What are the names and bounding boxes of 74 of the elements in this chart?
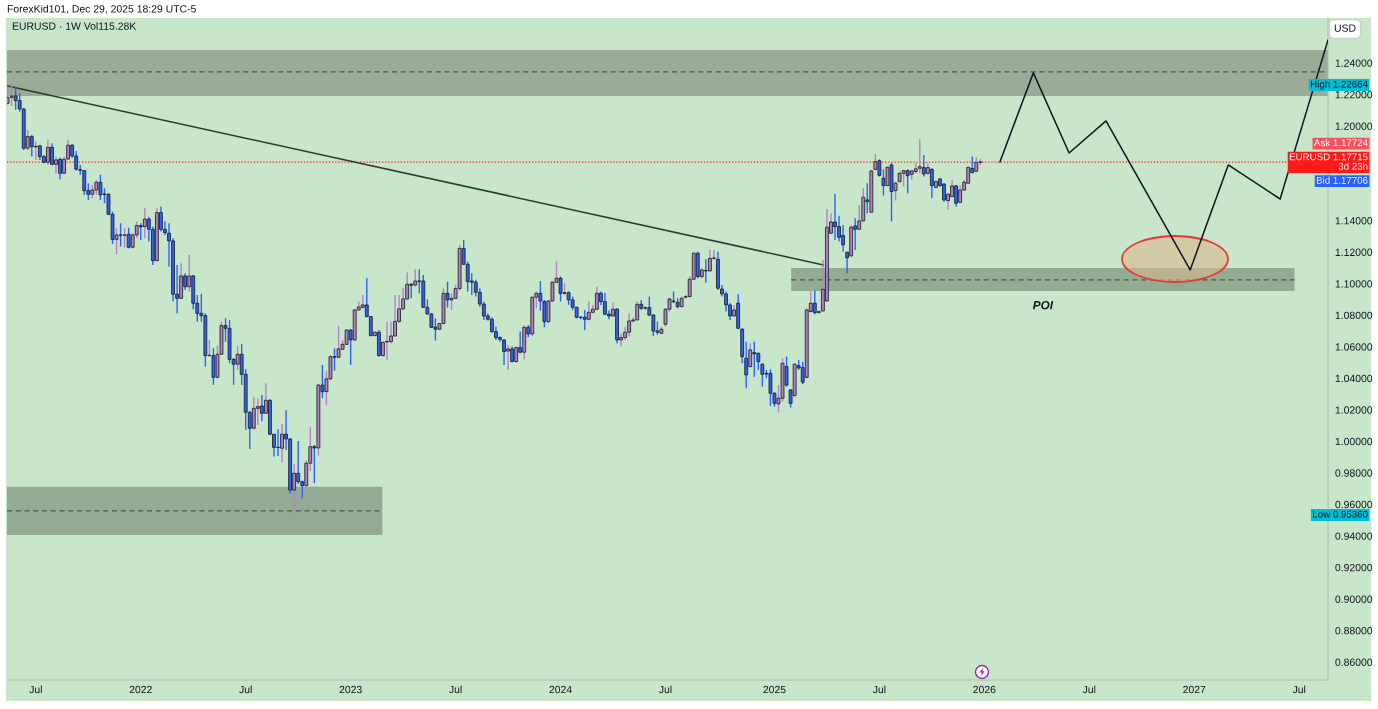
candlestick	[9, 83, 14, 107]
x-tick-label: 2026	[973, 685, 996, 694]
candlestick	[211, 347, 216, 386]
chart-subtitle: EURUSD · 1W Vol115.28K	[12, 22, 137, 30]
y-tick-label: 1.06000	[1335, 343, 1373, 351]
candlestick	[768, 368, 773, 407]
candlestick	[433, 317, 438, 342]
y-tick-label: 0.96000	[1335, 500, 1373, 509]
y-tick-label: 0.88000	[1335, 627, 1373, 635]
y-tick-label: 1.22000	[1335, 90, 1373, 99]
x-tick-label: 2024	[549, 685, 572, 694]
chart-title: ForexKid101, Dec 29, 2025 18:29 UTC-5	[7, 4, 196, 14]
candlestick	[259, 394, 264, 423]
candlestick	[558, 275, 563, 303]
candlestick	[251, 395, 256, 431]
candlestick	[377, 329, 381, 358]
x-tick-label: Jul	[658, 685, 672, 694]
candlestick	[833, 193, 837, 241]
y-tick-label: 1.10000	[1335, 280, 1373, 288]
y-tick-label: 1.12000	[1335, 248, 1373, 256]
candlestick	[29, 134, 34, 158]
candlestick	[7, 85, 10, 106]
candlestick	[50, 142, 54, 166]
candlestick	[930, 167, 934, 199]
annotation: Low 0.95360	[1313, 510, 1368, 518]
x-tick-label: 2025	[763, 685, 786, 694]
x-tick-label: Jul	[239, 685, 252, 694]
candlestick	[502, 338, 506, 366]
candlestick	[98, 174, 103, 201]
series-label: POI	[1032, 300, 1054, 310]
y-tick-label: 1.14000	[1335, 217, 1373, 225]
candlestick	[942, 182, 946, 203]
y-tick-label: 0.86000	[1335, 658, 1373, 666]
candlestick	[33, 140, 38, 161]
candlestick	[276, 428, 280, 457]
candlestick	[708, 249, 712, 273]
candlestick	[905, 168, 910, 195]
candlestick	[46, 139, 50, 166]
y-tick-label: 0.94000	[1335, 532, 1373, 540]
candlestick	[255, 397, 260, 426]
x-tick-label: 2027	[1183, 685, 1206, 694]
y-tick-label: 1.20000	[1335, 122, 1373, 130]
x-tick-label: Jul	[872, 685, 886, 694]
x-tick-label: Jul	[1292, 685, 1306, 694]
annotation: Bid 1.17706	[1316, 176, 1368, 184]
candlestick	[280, 423, 284, 464]
candlestick	[122, 227, 127, 249]
candlestick	[385, 320, 389, 361]
x-tick-label: Jul	[29, 685, 42, 694]
y-tick-label: 0.98000	[1335, 469, 1373, 477]
y-axis-title: USD	[1334, 24, 1356, 32]
x-tick-label: 2023	[339, 685, 362, 694]
y-tick-label: 1.00000	[1335, 437, 1373, 446]
candlestick	[58, 156, 62, 180]
y-tick-label: 1.24000	[1335, 59, 1373, 67]
y-tick-label: 0.90000	[1335, 595, 1373, 603]
candlestick	[336, 325, 341, 359]
y-tick-label: 1.02000	[1335, 406, 1373, 414]
x-tick-label: Jul	[1082, 685, 1096, 694]
y-tick-label: 1.08000	[1335, 311, 1373, 320]
candlestick	[118, 222, 123, 248]
y-tick-label: 1.04000	[1335, 374, 1373, 383]
x-tick-label: Jul	[449, 685, 462, 694]
candlestick	[235, 345, 240, 371]
candlestick	[586, 300, 591, 322]
annotation: High 1.22664	[1310, 80, 1368, 90]
candlestick	[13, 85, 18, 111]
y-tick-label: 0.92000	[1335, 563, 1373, 572]
ref-line-label: EURUSD 1.17715 3d 23h	[1289, 153, 1368, 170]
candlestick	[921, 154, 926, 178]
x-tick-label: 2022	[129, 685, 152, 694]
annotation: Ask 1.17724	[1313, 139, 1368, 147]
candlestick	[82, 169, 87, 196]
candlestick	[760, 362, 765, 388]
